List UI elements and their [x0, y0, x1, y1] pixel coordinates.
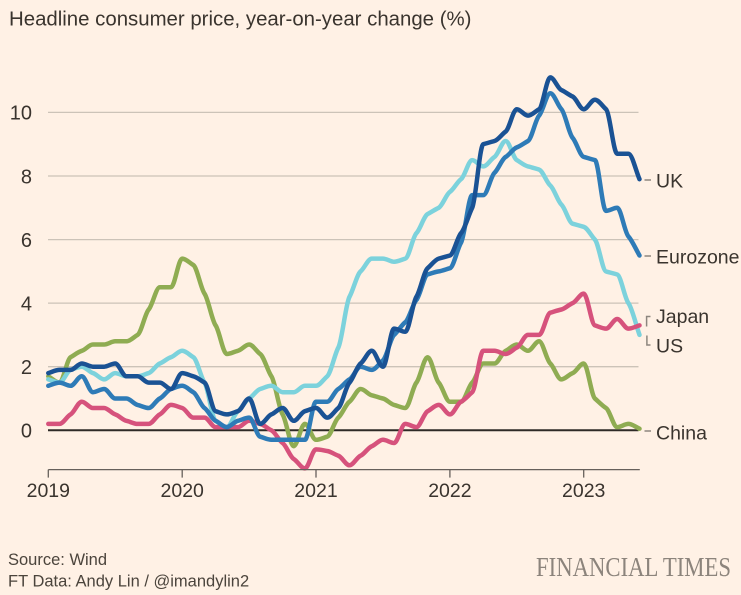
svg-text:2019: 2019	[27, 480, 70, 502]
svg-text:Japan: Japan	[656, 306, 709, 328]
svg-text:4: 4	[21, 293, 32, 315]
svg-text:0: 0	[21, 421, 32, 443]
svg-text:Headline consumer price, year-: Headline consumer price, year-on-year ch…	[9, 9, 471, 31]
svg-text:10: 10	[10, 103, 32, 125]
svg-text:FT Data: Andy Lin / @imandylin: FT Data: Andy Lin / @imandylin2	[8, 573, 249, 591]
svg-text:8: 8	[21, 166, 32, 188]
svg-text:2021: 2021	[294, 480, 337, 502]
svg-text:Eurozone: Eurozone	[656, 247, 739, 269]
svg-text:2: 2	[21, 357, 32, 379]
svg-text:2020: 2020	[161, 480, 205, 502]
svg-text:Source: Wind: Source: Wind	[8, 551, 107, 569]
svg-text:FINANCIAL TIMES: FINANCIAL TIMES	[536, 552, 731, 582]
svg-text:UK: UK	[656, 171, 683, 193]
svg-text:China: China	[656, 423, 707, 445]
svg-text:2022: 2022	[428, 480, 471, 502]
svg-text:6: 6	[21, 230, 32, 252]
svg-text:2023: 2023	[562, 480, 605, 502]
svg-text:US: US	[656, 336, 683, 358]
